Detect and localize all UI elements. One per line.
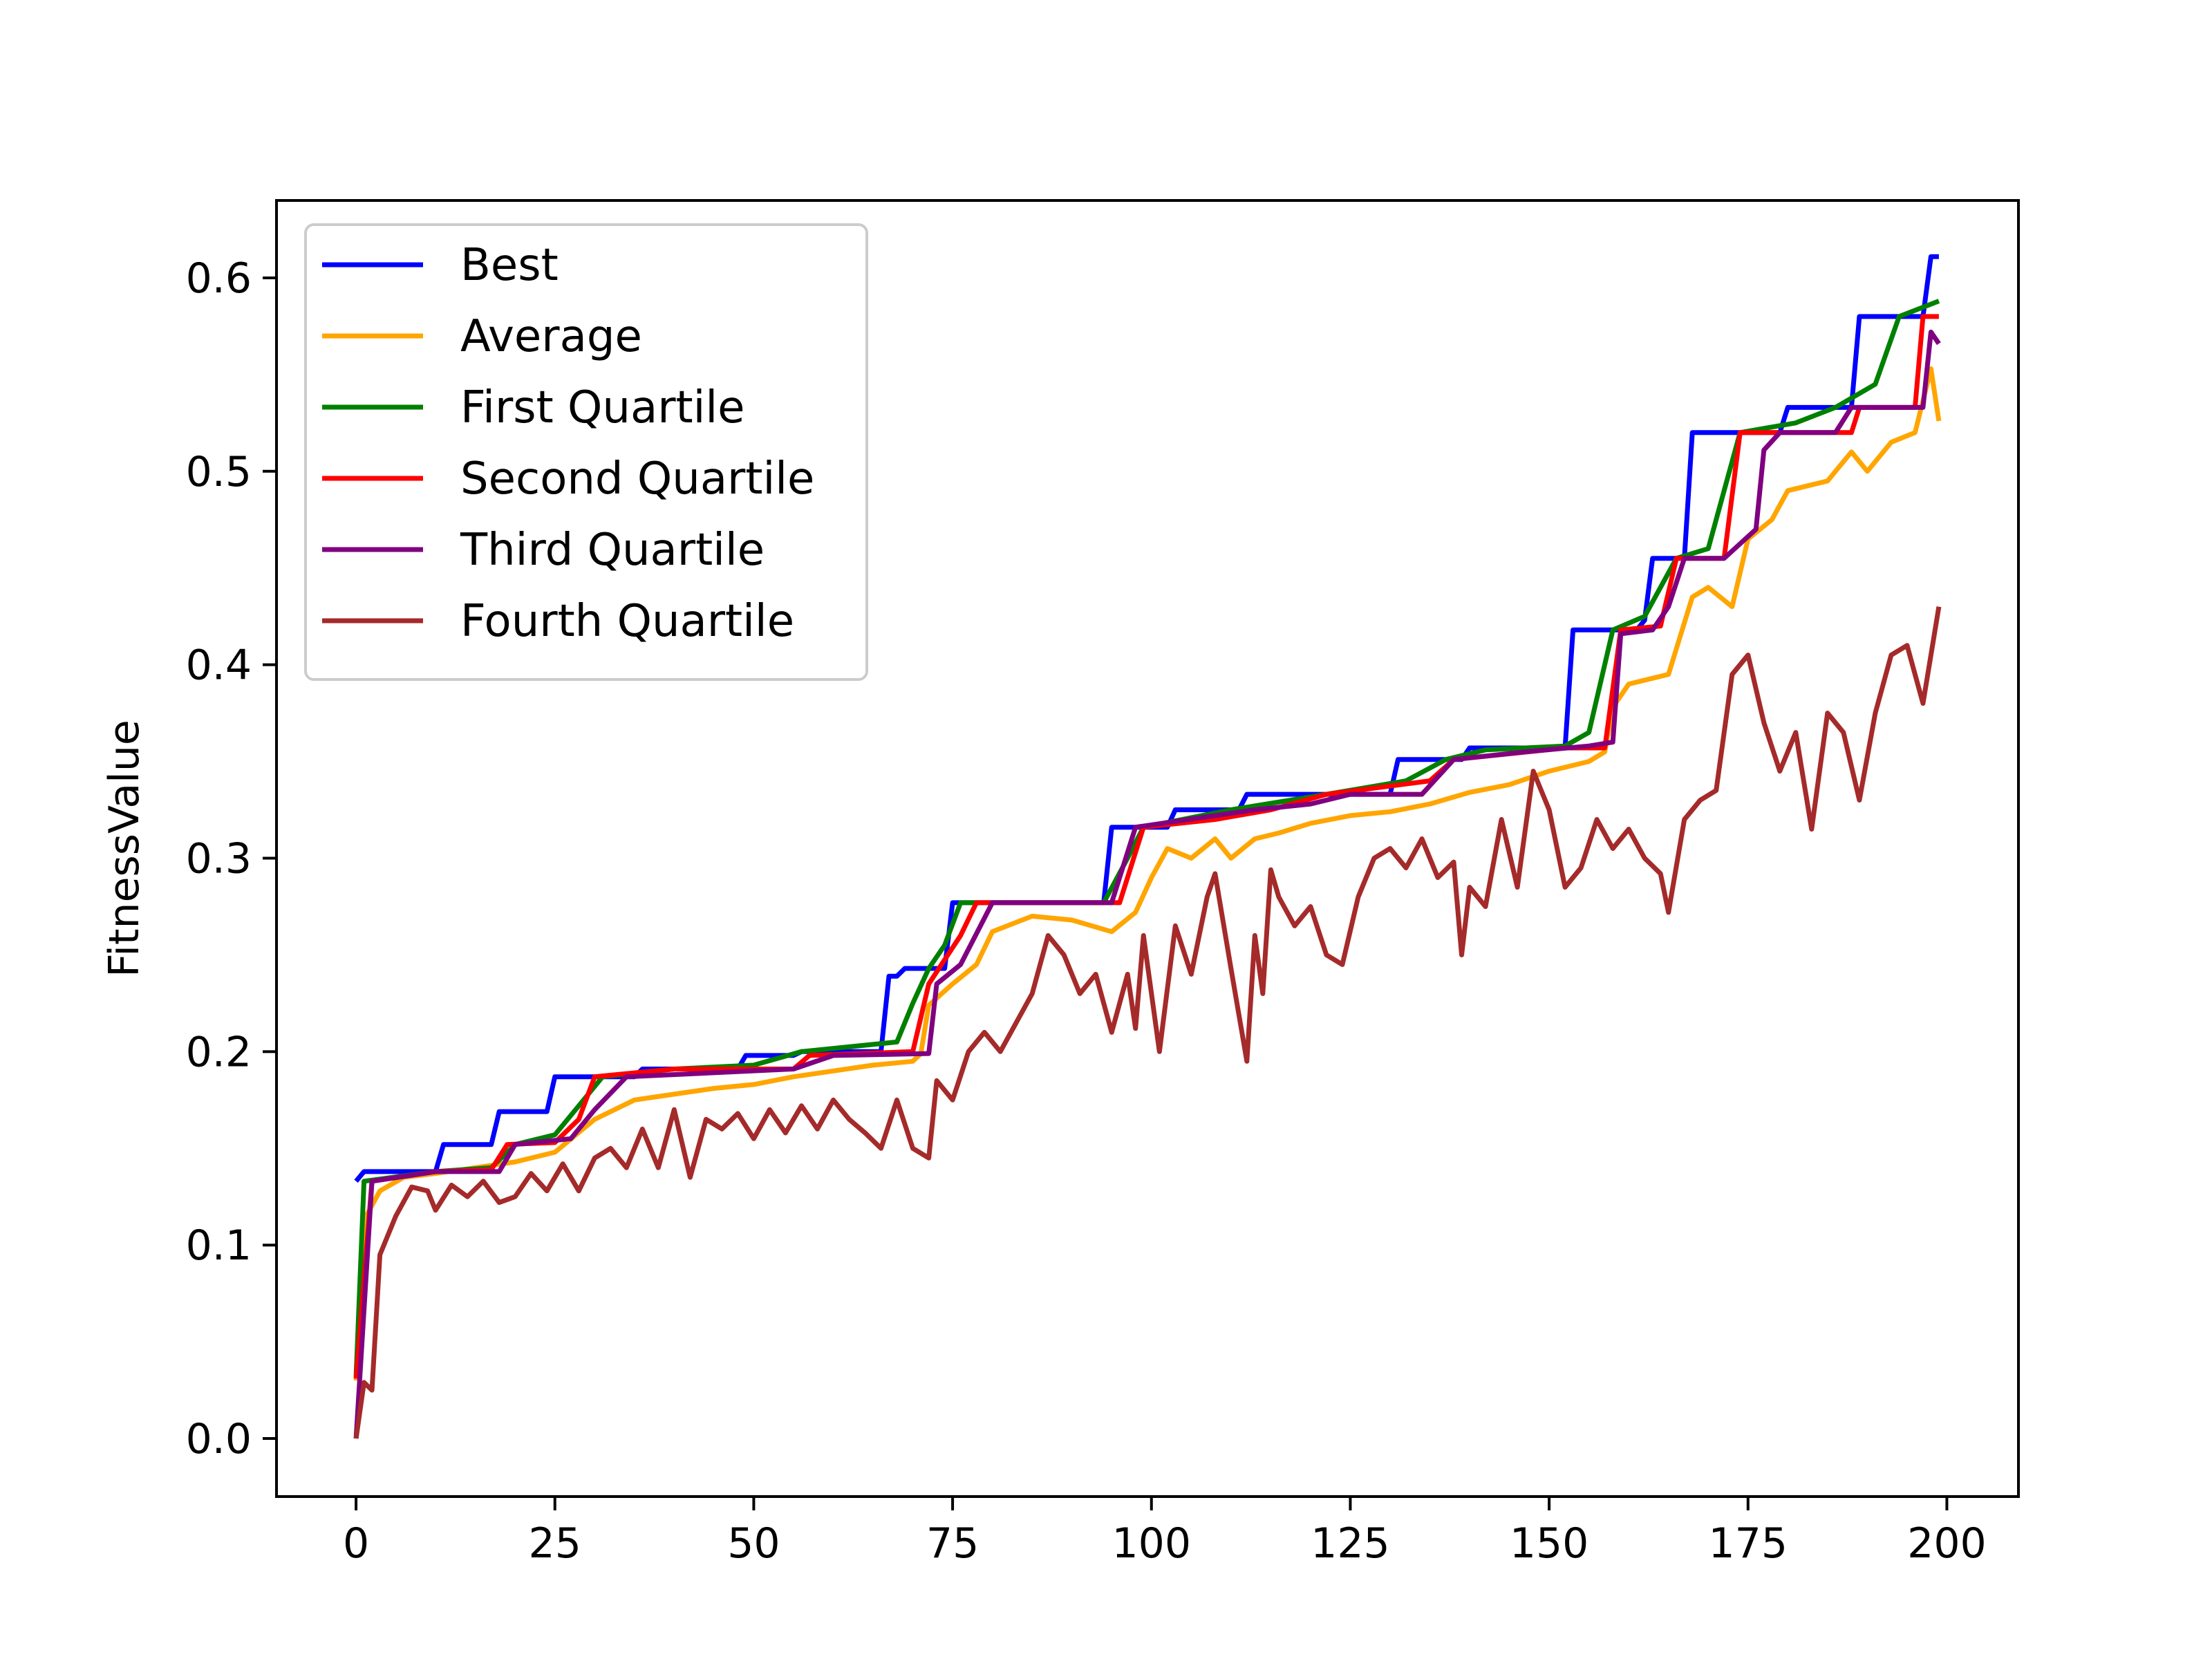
legend-box bbox=[304, 223, 868, 681]
y-tick-label: 0.3 bbox=[186, 834, 252, 883]
x-tick-label: 200 bbox=[1907, 1519, 1987, 1568]
legend-label: Second Quartile bbox=[460, 453, 814, 505]
series-line-2 bbox=[353, 366, 1942, 1381]
y-tick-label: 0.6 bbox=[186, 254, 252, 303]
x-tick-label: 175 bbox=[1709, 1519, 1788, 1568]
y-axis-label: FitnessValue bbox=[100, 720, 149, 977]
series-line-5 bbox=[353, 329, 1941, 1439]
series-line-4 bbox=[353, 314, 1939, 1379]
y-tick-label: 0.1 bbox=[186, 1221, 252, 1270]
legend-label: Average bbox=[460, 311, 642, 362]
y-tick-label: 0.4 bbox=[186, 641, 252, 690]
x-tick-label: 100 bbox=[1112, 1519, 1191, 1568]
legend-label: Best bbox=[460, 240, 559, 291]
y-tick-label: 0.0 bbox=[186, 1415, 252, 1463]
plot-frame bbox=[275, 199, 2020, 1498]
x-tick-label: 75 bbox=[926, 1519, 979, 1568]
y-tick-label: 0.5 bbox=[186, 448, 252, 496]
series-layer bbox=[353, 254, 1942, 1439]
x-tick-label: 150 bbox=[1510, 1519, 1589, 1568]
series-line-6 bbox=[353, 606, 1942, 1439]
x-axis: 0 25 50 75 100 125 150 175 200 bbox=[343, 1497, 1987, 1568]
legend: Best Average First Quartile Second Quartile… bbox=[304, 223, 868, 681]
x-tick-label: 25 bbox=[529, 1519, 581, 1568]
y-axis: 0.0 0.1 0.2 0.3 0.4 0.5 0.6 bbox=[186, 254, 276, 1463]
legend-label: Third Quartile bbox=[460, 525, 765, 576]
x-tick-label: 50 bbox=[727, 1519, 780, 1568]
legend-label: First Quartile bbox=[460, 382, 745, 433]
x-tick-label: 0 bbox=[343, 1519, 369, 1568]
y-tick-label: 0.2 bbox=[186, 1028, 252, 1076]
legend-label: Fourth Quartile bbox=[460, 596, 794, 647]
x-tick-label: 125 bbox=[1311, 1519, 1390, 1568]
